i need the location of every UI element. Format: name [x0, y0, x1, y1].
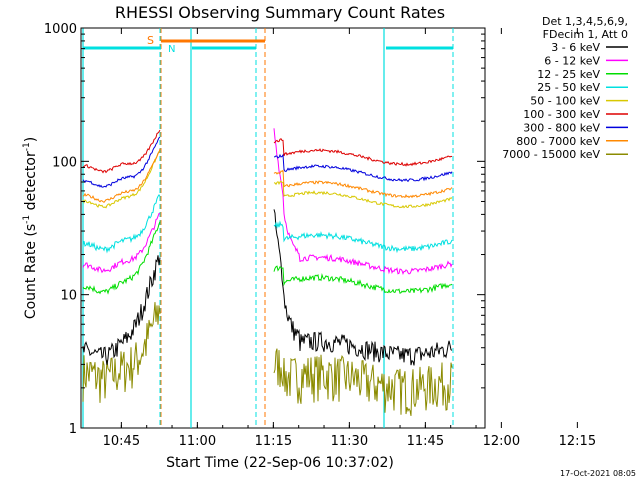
series-line-left	[82, 129, 161, 174]
y-axis-label-end: )	[23, 137, 39, 142]
y-tick-label: 10	[60, 289, 77, 304]
x-tick-label: 11:15	[255, 434, 292, 449]
y-axis-label-sup2: -1	[22, 142, 32, 151]
series-line-left	[82, 302, 161, 403]
legend-label: 3 - 6 keV	[551, 41, 600, 54]
series-line-left	[82, 193, 161, 254]
legend-label: 800 - 7000 keV	[516, 135, 600, 148]
axis-ticks: 10:45 11:00 11:15 11:30 11:45 12:00 12:15 1 10 10…	[44, 22, 596, 449]
legend-label: 12 - 25 keV	[537, 68, 600, 81]
series-line-right	[273, 265, 453, 294]
y-axis-label-main: Count Rate (s	[23, 224, 39, 319]
series-line-left	[82, 150, 161, 209]
chart-title: RHESSI Observing Summary Count Rates	[115, 3, 445, 22]
series-line-right	[273, 180, 453, 209]
y-axis-label: Count Rate (s-1 detector-1)	[22, 137, 39, 319]
night-lines	[82, 28, 385, 428]
series-line-right	[273, 153, 453, 183]
series-line-left	[82, 136, 161, 188]
y-tick-label: 100	[52, 155, 77, 170]
flag-bars: SN	[83, 34, 453, 55]
y-tick-label: 1000	[44, 22, 77, 37]
x-axis-label: Start Time (22-Sep-06 10:37:02)	[166, 455, 394, 471]
legend-header-2: FDecim 1, Att 0	[543, 28, 628, 41]
plot-frame	[80, 27, 486, 429]
series-line-left	[82, 213, 161, 274]
series-line-right	[273, 128, 453, 275]
series-layer	[82, 128, 453, 416]
legend: Det 1,3,4,5,6,9, FDecim 1, Att 0 3 - 6 k…	[502, 15, 628, 161]
y-axis-label-sup1: -1	[22, 215, 32, 224]
series-line-right	[273, 138, 453, 167]
series-line-right	[273, 169, 453, 199]
legend-label: 50 - 100 keV	[530, 95, 600, 108]
legend-header-1: Det 1,3,4,5,6,9,	[542, 15, 628, 28]
series-line-left	[82, 221, 161, 295]
x-tick-label: 12:15	[559, 434, 596, 449]
night-flag-label: N	[168, 44, 175, 55]
legend-label: 6 - 12 keV	[544, 54, 600, 67]
x-tick-label: 11:00	[179, 434, 216, 449]
saa-flag-label: S	[147, 34, 154, 47]
legend-label: 100 - 300 keV	[523, 108, 600, 121]
saa-lines	[159, 28, 454, 428]
y-axis-label-mid: detector	[23, 151, 39, 215]
series-line-left	[82, 148, 161, 203]
series-line-right	[273, 348, 453, 416]
series-line-right	[273, 220, 453, 254]
legend-label: 25 - 50 keV	[537, 81, 600, 94]
legend-label: 7000 - 15000 keV	[502, 148, 600, 161]
x-tick-label: 12:00	[483, 434, 520, 449]
y-tick-label: 1	[69, 422, 77, 437]
x-tick-label: 11:30	[331, 434, 368, 449]
legend-label: 300 - 800 keV	[523, 121, 600, 134]
series-line-right	[273, 209, 453, 366]
x-tick-label: 10:45	[103, 434, 140, 449]
timestamp: 17-Oct-2021 08:05	[560, 469, 636, 478]
series-line-left	[82, 255, 161, 365]
x-tick-label: 11:45	[407, 434, 444, 449]
